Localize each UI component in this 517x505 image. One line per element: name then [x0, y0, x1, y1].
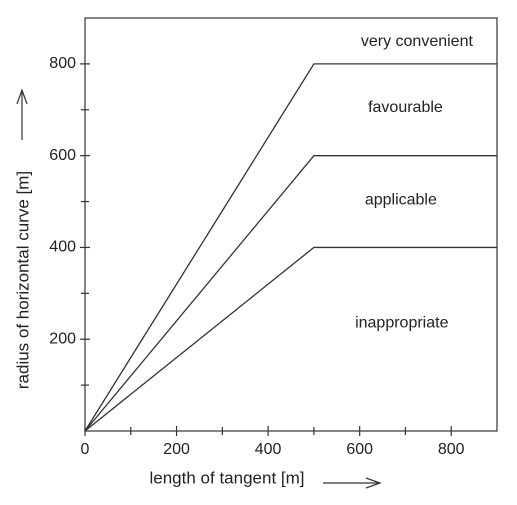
x-tick-label: 400	[255, 441, 282, 458]
plot-frame	[84, 17, 498, 432]
y-tick-label: 200	[49, 330, 76, 347]
y-tick-label: 400	[49, 239, 76, 256]
line	[84, 155, 497, 432]
y-tick-label: 600	[49, 147, 76, 164]
annotation: favourable	[368, 99, 443, 116]
line	[84, 63, 497, 432]
x-tick-label: 200	[163, 441, 190, 458]
x-tick-label: 800	[438, 441, 465, 458]
x-tick-label: 0	[81, 441, 90, 458]
x-tick-label: 600	[346, 441, 373, 458]
x-arrow	[323, 477, 382, 489]
y-tick-label: 800	[49, 55, 76, 72]
line	[84, 246, 497, 432]
x-axis-label: length of tangent [m]	[150, 468, 305, 487]
annotation: applicable	[365, 191, 437, 208]
y-axis-label: radius of horizontal curve [m]	[13, 171, 32, 389]
y-arrow	[16, 88, 28, 140]
annotation: very convenient	[361, 33, 474, 50]
annotation: inappropriate	[355, 314, 449, 331]
